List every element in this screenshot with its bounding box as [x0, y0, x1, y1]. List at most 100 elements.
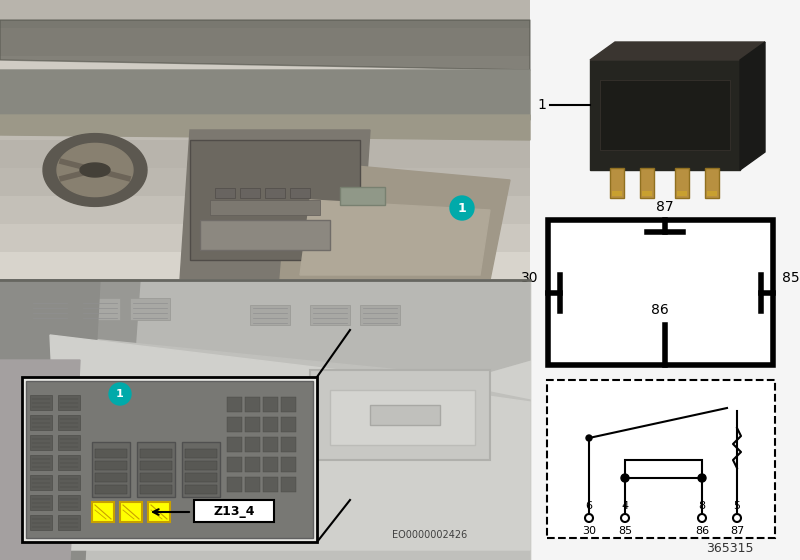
- Bar: [227, 477, 242, 492]
- Bar: [640, 168, 654, 198]
- Bar: [290, 188, 310, 198]
- Bar: [0, 168, 530, 196]
- Polygon shape: [0, 280, 100, 560]
- Bar: [240, 188, 260, 198]
- Bar: [95, 473, 127, 482]
- Text: 30: 30: [582, 526, 596, 536]
- Bar: [245, 477, 260, 492]
- Bar: [58, 475, 80, 490]
- Circle shape: [698, 514, 706, 522]
- Bar: [185, 473, 217, 482]
- Bar: [30, 298, 70, 320]
- Polygon shape: [80, 163, 110, 177]
- Bar: [140, 461, 172, 470]
- Bar: [245, 397, 260, 412]
- Bar: [675, 168, 689, 198]
- Bar: [58, 435, 80, 450]
- Bar: [182, 442, 220, 497]
- Bar: [0, 196, 530, 224]
- Circle shape: [586, 435, 592, 441]
- Text: 8: 8: [698, 501, 706, 511]
- Bar: [190, 140, 360, 260]
- Bar: [194, 500, 274, 522]
- Text: Z13_4: Z13_4: [214, 505, 254, 517]
- Circle shape: [585, 514, 593, 522]
- Polygon shape: [590, 60, 740, 170]
- Bar: [600, 80, 730, 150]
- Bar: [210, 200, 320, 215]
- Text: 1: 1: [116, 389, 124, 399]
- Bar: [140, 449, 172, 458]
- Bar: [0, 525, 530, 560]
- Bar: [227, 437, 242, 452]
- Bar: [281, 437, 296, 452]
- Polygon shape: [57, 143, 133, 197]
- Bar: [245, 437, 260, 452]
- Bar: [30, 395, 52, 410]
- Bar: [185, 461, 217, 470]
- Bar: [137, 442, 175, 497]
- Bar: [330, 390, 475, 445]
- Bar: [250, 305, 290, 325]
- Text: 365315: 365315: [706, 542, 754, 554]
- Bar: [263, 477, 278, 492]
- Bar: [263, 437, 278, 452]
- Polygon shape: [180, 130, 370, 280]
- Text: 4: 4: [622, 501, 629, 511]
- Circle shape: [698, 474, 706, 482]
- Bar: [705, 168, 719, 198]
- Bar: [0, 0, 530, 28]
- Bar: [58, 515, 80, 530]
- Polygon shape: [590, 42, 765, 60]
- Circle shape: [621, 514, 629, 522]
- Bar: [58, 455, 80, 470]
- Bar: [612, 191, 622, 196]
- Polygon shape: [390, 280, 530, 560]
- Bar: [0, 350, 530, 385]
- Bar: [0, 490, 530, 525]
- Bar: [200, 220, 330, 250]
- Bar: [0, 56, 530, 84]
- Bar: [263, 417, 278, 432]
- Bar: [263, 397, 278, 412]
- Bar: [130, 298, 170, 320]
- Bar: [642, 191, 652, 196]
- Circle shape: [621, 474, 629, 482]
- Polygon shape: [0, 70, 530, 120]
- Bar: [245, 457, 260, 472]
- Bar: [140, 485, 172, 494]
- Polygon shape: [50, 335, 530, 550]
- Bar: [610, 168, 624, 198]
- Text: 85: 85: [618, 526, 632, 536]
- Text: 85: 85: [782, 271, 800, 285]
- Bar: [0, 0, 530, 280]
- Bar: [0, 112, 530, 140]
- Bar: [120, 502, 142, 522]
- Bar: [185, 485, 217, 494]
- Bar: [265, 188, 285, 198]
- Bar: [215, 188, 235, 198]
- Bar: [95, 485, 127, 494]
- Bar: [22, 377, 317, 542]
- Bar: [80, 298, 120, 320]
- Bar: [227, 397, 242, 412]
- Bar: [263, 457, 278, 472]
- Bar: [58, 495, 80, 510]
- Bar: [227, 457, 242, 472]
- Bar: [310, 370, 490, 460]
- Bar: [281, 397, 296, 412]
- Bar: [26, 381, 313, 538]
- Text: 30: 30: [522, 271, 538, 285]
- Bar: [360, 305, 400, 325]
- Text: 1: 1: [538, 98, 546, 112]
- Bar: [310, 305, 350, 325]
- Polygon shape: [43, 134, 147, 207]
- Text: 87: 87: [656, 200, 674, 214]
- Bar: [30, 435, 52, 450]
- Circle shape: [109, 383, 131, 405]
- Bar: [92, 502, 114, 522]
- Polygon shape: [0, 115, 530, 140]
- Bar: [58, 415, 80, 430]
- Text: 1: 1: [458, 202, 466, 214]
- Bar: [185, 449, 217, 458]
